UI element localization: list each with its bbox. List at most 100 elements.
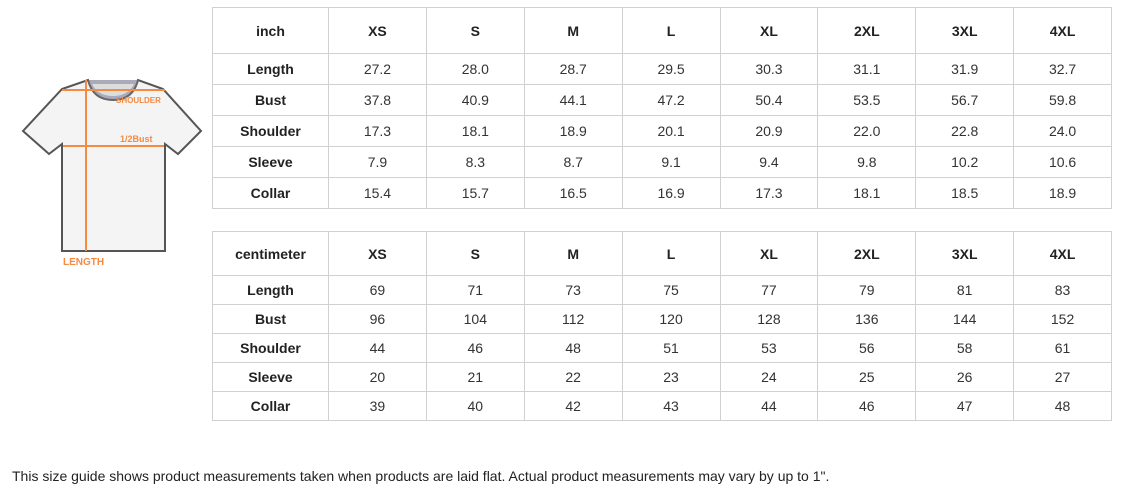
length-label: LENGTH bbox=[63, 257, 104, 268]
table-row: Shoulder 44 46 48 51 53 56 58 61 bbox=[212, 333, 1112, 363]
measurement-cell: 47 bbox=[915, 391, 1015, 421]
size-header: 3XL bbox=[915, 7, 1015, 54]
measurement-cell: 42 bbox=[523, 391, 623, 421]
measurement-cell: 20 bbox=[328, 362, 427, 392]
table-row: Length 27.2 28.0 28.7 29.5 30.3 31.1 31.9 32.7 bbox=[212, 53, 1112, 85]
measurement-cell: 58 bbox=[915, 333, 1015, 363]
size-header: L bbox=[621, 231, 721, 276]
measurement-cell: 48 bbox=[523, 333, 623, 363]
size-header: XL bbox=[719, 7, 819, 54]
measurement-cell: 30.3 bbox=[719, 53, 819, 85]
header-row: centimeter XS S M L XL 2XL 3XL 4XL bbox=[212, 231, 1112, 276]
table-row: Collar 39 40 42 43 44 46 47 48 bbox=[212, 391, 1112, 421]
measurement-cell: 27 bbox=[1013, 362, 1112, 392]
measurement-cell: 9.4 bbox=[719, 146, 819, 178]
measurement-cell: 8.7 bbox=[523, 146, 623, 178]
size-header: S bbox=[425, 7, 525, 54]
measurement-cell: 61 bbox=[1013, 333, 1112, 363]
size-header: XS bbox=[328, 7, 427, 54]
measurement-cell: 15.7 bbox=[425, 177, 525, 209]
measurement-cell: 32.7 bbox=[1013, 53, 1112, 85]
inch-size-table: inch XS S M L XL 2XL 3XL 4XL Length 27.2 28.0 28.7 29… bbox=[212, 7, 1112, 209]
bust-label: 1/2Bust bbox=[120, 134, 153, 144]
unit-header: centimeter bbox=[212, 231, 329, 276]
measurement-cell: 48 bbox=[1013, 391, 1112, 421]
row-label: Shoulder bbox=[212, 115, 329, 147]
size-header: 4XL bbox=[1013, 7, 1112, 54]
measurement-cell: 75 bbox=[621, 275, 721, 305]
measurement-cell: 59.8 bbox=[1013, 84, 1112, 116]
measurement-cell: 53 bbox=[719, 333, 819, 363]
size-header: M bbox=[523, 231, 623, 276]
measurement-cell: 56 bbox=[817, 333, 917, 363]
tshirt-measurement-diagram: SHOULDER 1/2Bust LENGTH bbox=[21, 78, 203, 268]
measurement-cell: 50.4 bbox=[719, 84, 819, 116]
measurement-cell: 15.4 bbox=[328, 177, 427, 209]
measurement-cell: 51 bbox=[621, 333, 721, 363]
measurement-cell: 17.3 bbox=[328, 115, 427, 147]
measurement-cell: 136 bbox=[817, 304, 917, 334]
measurement-cell: 25 bbox=[817, 362, 917, 392]
measurement-cell: 69 bbox=[328, 275, 427, 305]
measurement-cell: 18.9 bbox=[1013, 177, 1112, 209]
measurement-cell: 44 bbox=[328, 333, 427, 363]
centimeter-size-table: centimeter XS S M L XL 2XL 3XL 4XL Length 69 71 73 75… bbox=[212, 231, 1112, 421]
measurement-cell: 29.5 bbox=[621, 53, 721, 85]
measurement-cell: 7.9 bbox=[328, 146, 427, 178]
row-label: Collar bbox=[212, 177, 329, 209]
measurement-cell: 44.1 bbox=[523, 84, 623, 116]
measurement-cell: 31.1 bbox=[817, 53, 917, 85]
size-header: 2XL bbox=[817, 7, 917, 54]
measurement-cell: 81 bbox=[915, 275, 1015, 305]
row-label: Sleeve bbox=[212, 146, 329, 178]
measurement-cell: 22.0 bbox=[817, 115, 917, 147]
measurement-cell: 18.1 bbox=[817, 177, 917, 209]
measurement-cell: 24.0 bbox=[1013, 115, 1112, 147]
size-header: 4XL bbox=[1013, 231, 1112, 276]
measurement-cell: 22.8 bbox=[915, 115, 1015, 147]
table-row: Shoulder 17.3 18.1 18.9 20.1 20.9 22.0 22.8 24.0 bbox=[212, 115, 1112, 147]
measurement-cell: 40 bbox=[425, 391, 525, 421]
table-row: Sleeve 20 21 22 23 24 25 26 27 bbox=[212, 362, 1112, 392]
measurement-cell: 47.2 bbox=[621, 84, 721, 116]
measurement-cell: 79 bbox=[817, 275, 917, 305]
measurement-cell: 73 bbox=[523, 275, 623, 305]
measurement-cell: 120 bbox=[621, 304, 721, 334]
measurement-cell: 27.2 bbox=[328, 53, 427, 85]
measurement-cell: 21 bbox=[425, 362, 525, 392]
measurement-cell: 9.1 bbox=[621, 146, 721, 178]
measurement-cell: 10.6 bbox=[1013, 146, 1112, 178]
measurement-cell: 46 bbox=[817, 391, 917, 421]
measurement-cell: 96 bbox=[328, 304, 427, 334]
measurement-cell: 56.7 bbox=[915, 84, 1015, 116]
measurement-cell: 104 bbox=[425, 304, 525, 334]
measurement-cell: 23 bbox=[621, 362, 721, 392]
measurement-cell: 40.9 bbox=[425, 84, 525, 116]
size-header: XL bbox=[719, 231, 819, 276]
measurement-cell: 37.8 bbox=[328, 84, 427, 116]
measurement-cell: 26 bbox=[915, 362, 1015, 392]
table-row: Collar 15.4 15.7 16.5 16.9 17.3 18.1 18.5 18.9 bbox=[212, 177, 1112, 209]
measurement-cell: 77 bbox=[719, 275, 819, 305]
measurement-cell: 83 bbox=[1013, 275, 1112, 305]
measurement-cell: 8.3 bbox=[425, 146, 525, 178]
size-header: L bbox=[621, 7, 721, 54]
measurement-cell: 144 bbox=[915, 304, 1015, 334]
size-header: 3XL bbox=[915, 231, 1015, 276]
measurement-cell: 22 bbox=[523, 362, 623, 392]
measurement-cell: 71 bbox=[425, 275, 525, 305]
row-label: Length bbox=[212, 275, 329, 305]
size-guide-note: This size guide shows product measuremen… bbox=[12, 468, 830, 484]
measurement-cell: 128 bbox=[719, 304, 819, 334]
measurement-cell: 46 bbox=[425, 333, 525, 363]
measurement-cell: 31.9 bbox=[915, 53, 1015, 85]
measurement-cell: 39 bbox=[328, 391, 427, 421]
measurement-cell: 44 bbox=[719, 391, 819, 421]
measurement-cell: 43 bbox=[621, 391, 721, 421]
shoulder-label: SHOULDER bbox=[116, 96, 161, 105]
size-header: XS bbox=[328, 231, 427, 276]
table-row: Sleeve 7.9 8.3 8.7 9.1 9.4 9.8 10.2 10.6 bbox=[212, 146, 1112, 178]
row-label: Shoulder bbox=[212, 333, 329, 363]
measurement-cell: 17.3 bbox=[719, 177, 819, 209]
measurement-cell: 20.1 bbox=[621, 115, 721, 147]
